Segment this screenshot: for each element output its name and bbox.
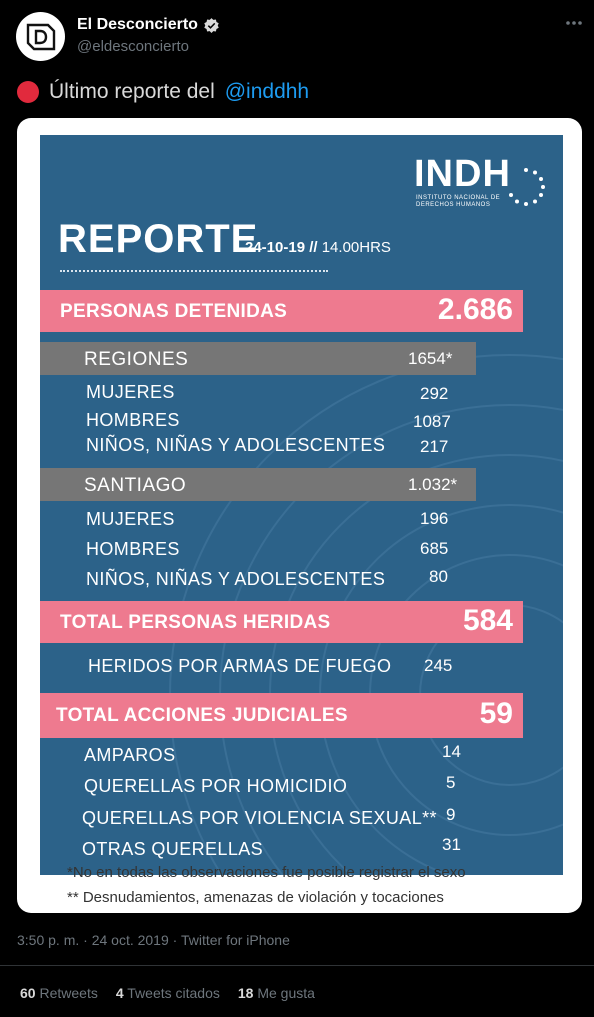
indh-logo: INDH INSTITUTO NACIONAL DE DERECHOS HUMA… [414, 153, 549, 213]
mention-link[interactable]: @inddhh [224, 80, 310, 103]
list-item: OTRAS QUERELLAS [82, 839, 264, 859]
report-title: REPORTE [58, 217, 259, 261]
list-item: MUJERES [86, 509, 175, 529]
list-item-value: 245 [424, 656, 453, 675]
avatar[interactable] [16, 12, 65, 61]
list-item: QUERELLAS POR HOMICIDIO [84, 776, 348, 796]
list-item-value: 217 [420, 437, 449, 456]
account-name[interactable]: El Desconcierto [77, 16, 220, 34]
report-date: 24-10-19 // 14.00HRS [245, 239, 391, 256]
santiago-bar: SANTIAGO 1.032* [40, 468, 476, 501]
tweet-text: Último reporte del @inddhh [17, 80, 309, 104]
list-item: MUJERES [86, 382, 175, 402]
footnote-definitions: ** Desnudamientos, amenazas de violación… [67, 889, 444, 906]
list-item-value: 31 [442, 835, 461, 854]
list-item-value: 196 [420, 509, 449, 528]
list-item-value: 292 [420, 384, 449, 403]
likes-stat[interactable]: 18 Me gusta [237, 985, 315, 1001]
list-item-value: 685 [420, 539, 449, 558]
list-item: HERIDOS POR ARMAS DE FUEGO [88, 656, 392, 676]
judiciales-bar: TOTAL ACCIONES JUDICIALES 59 [40, 693, 523, 738]
regiones-bar: REGIONES 1654* [40, 342, 476, 375]
list-item: HOMBRES [86, 539, 180, 559]
list-item: NIÑOS, NIÑAS Y ADOLESCENTES [86, 435, 386, 455]
list-item-value: 80 [429, 567, 448, 586]
dotted-divider [60, 270, 328, 272]
tweet-stats: 60 Retweets 4 Tweets citados 18 Me gusta [20, 985, 315, 1001]
heridas-bar: TOTAL PERSONAS HERIDAS 584 [40, 601, 523, 643]
list-item: QUERELLAS POR VIOLENCIA SEXUAL** [82, 808, 437, 828]
divider [0, 965, 594, 966]
list-item-value: 5 [446, 773, 456, 792]
footnote-sex: *No en todas las observaciones fue posib… [67, 864, 466, 881]
list-item-value: 14 [442, 742, 461, 761]
tweet-image[interactable]: INDH INSTITUTO NACIONAL DE DERECHOS HUMA… [17, 118, 582, 913]
report-poster: INDH INSTITUTO NACIONAL DE DERECHOS HUMA… [40, 135, 563, 875]
retweets-stat[interactable]: 60 Retweets [20, 985, 98, 1001]
el-desconcierto-logo-icon [26, 23, 55, 50]
detenidas-bar: PERSONAS DETENIDAS 2.686 [40, 290, 523, 332]
list-item-value: 1087 [413, 412, 451, 431]
tweet-header: El Desconcierto @eldesconcierto [0, 0, 594, 74]
tweet-timestamp[interactable]: 3:50 p. m. · 24 oct. 2019 · Twitter for … [17, 932, 290, 948]
red-circle-emoji-icon [17, 81, 39, 103]
dot-ring-icon [509, 168, 545, 206]
account-handle[interactable]: @eldesconcierto [77, 38, 189, 55]
quote-tweets-stat[interactable]: 4 Tweets citados [115, 985, 220, 1001]
verified-badge-icon [204, 17, 219, 33]
list-item: NIÑOS, NIÑAS Y ADOLESCENTES [86, 569, 386, 589]
list-item-value: 9 [446, 805, 456, 824]
list-item: AMPAROS [84, 745, 176, 765]
list-item: HOMBRES [86, 410, 180, 430]
more-dots-icon [566, 21, 582, 25]
more-options-button[interactable] [563, 12, 585, 34]
